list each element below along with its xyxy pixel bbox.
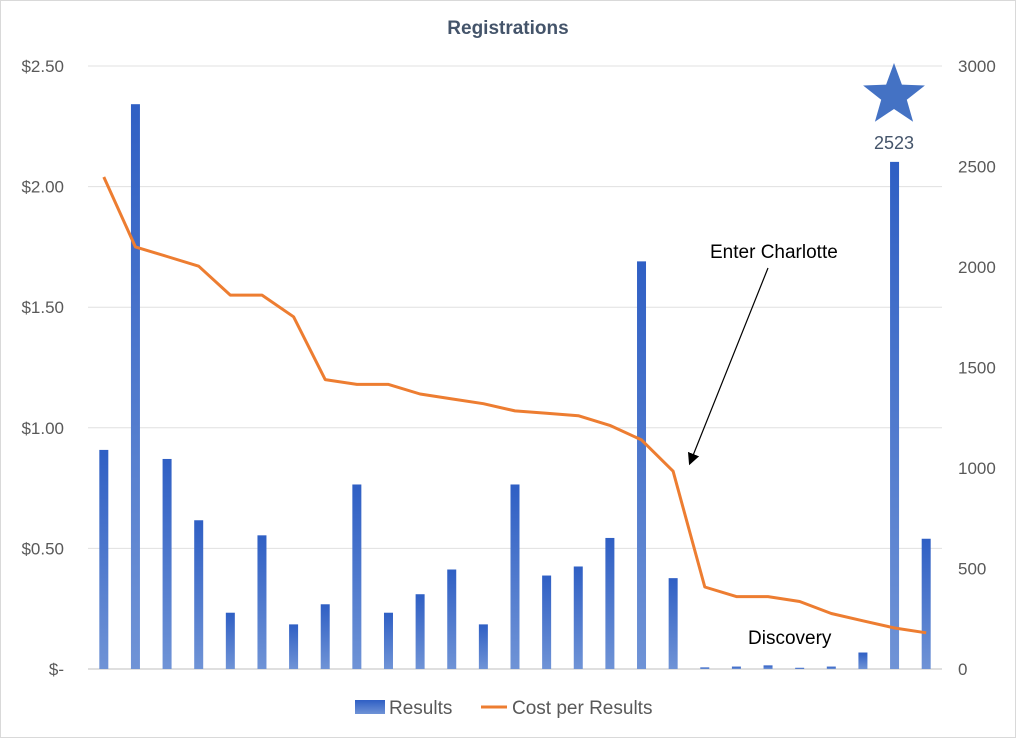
- cost-line: [102, 176, 927, 635]
- results-bars: [99, 104, 931, 669]
- left-axis-tick-label: $2.50: [21, 57, 64, 76]
- cost-per-results-line: [102, 176, 927, 635]
- left-axis-tick-label: $0.50: [21, 539, 64, 558]
- results-bar: [573, 566, 583, 669]
- results-bar: [921, 538, 931, 669]
- results-bar: [826, 666, 836, 669]
- results-bar: [478, 624, 488, 669]
- legend-results-label: Results: [389, 698, 452, 719]
- right-axis-tick-label: 2500: [958, 158, 996, 177]
- left-axis-tick-label: $2.00: [21, 178, 64, 197]
- right-axis-tick-label: 500: [958, 560, 986, 579]
- results-bar: [289, 624, 299, 669]
- results-bar: [383, 612, 393, 669]
- results-bar: [731, 666, 741, 669]
- results-bar: [352, 484, 362, 669]
- results-bar: [447, 569, 457, 669]
- right-axis-tick-label: 3000: [958, 57, 996, 76]
- results-bar: [763, 665, 773, 669]
- results-bar: [542, 575, 552, 669]
- results-bar: [415, 594, 425, 669]
- peak-value-label: 2523: [874, 133, 914, 153]
- results-bar: [194, 520, 204, 669]
- results-bar: [99, 449, 109, 669]
- results-bar: [130, 104, 140, 669]
- chart-title: Registrations: [447, 18, 569, 39]
- legend-results-swatch: [355, 700, 385, 714]
- results-bar: [890, 161, 900, 669]
- enter-charlotte-label: Enter Charlotte: [710, 242, 838, 263]
- enter-charlotte-arrow: [687, 267, 769, 466]
- star-icon: [863, 63, 925, 122]
- legend: Results Cost per Results: [355, 698, 652, 719]
- legend-cost-label: Cost per Results: [512, 698, 652, 719]
- results-bar: [510, 484, 520, 669]
- discovery-label: Discovery: [748, 628, 832, 649]
- right-axis-tick-label: 2000: [958, 258, 996, 277]
- results-bar: [257, 535, 267, 669]
- axis-ticks: $- $0.50 $1.00 $1.50 $2.00 $2.50 0 500 1000 1500 2…: [21, 57, 995, 679]
- results-bar: [858, 652, 868, 669]
- results-bar: [668, 578, 678, 669]
- right-axis-tick-label: 1500: [958, 359, 996, 378]
- right-axis-tick-label: 0: [958, 660, 967, 679]
- left-axis-tick-label: $1.50: [21, 298, 64, 317]
- left-axis-tick-label: $-: [49, 660, 64, 679]
- results-bar: [605, 537, 615, 669]
- results-bar: [795, 667, 805, 669]
- left-axis-tick-label: $1.00: [21, 419, 64, 438]
- right-axis-tick-label: 1000: [958, 459, 996, 478]
- results-bar: [225, 612, 235, 669]
- results-bar: [162, 458, 172, 669]
- enter-charlotte-annotation: Enter Charlotte: [687, 242, 838, 466]
- results-bar: [700, 667, 710, 669]
- results-bar: [320, 604, 330, 669]
- results-bar: [637, 261, 647, 669]
